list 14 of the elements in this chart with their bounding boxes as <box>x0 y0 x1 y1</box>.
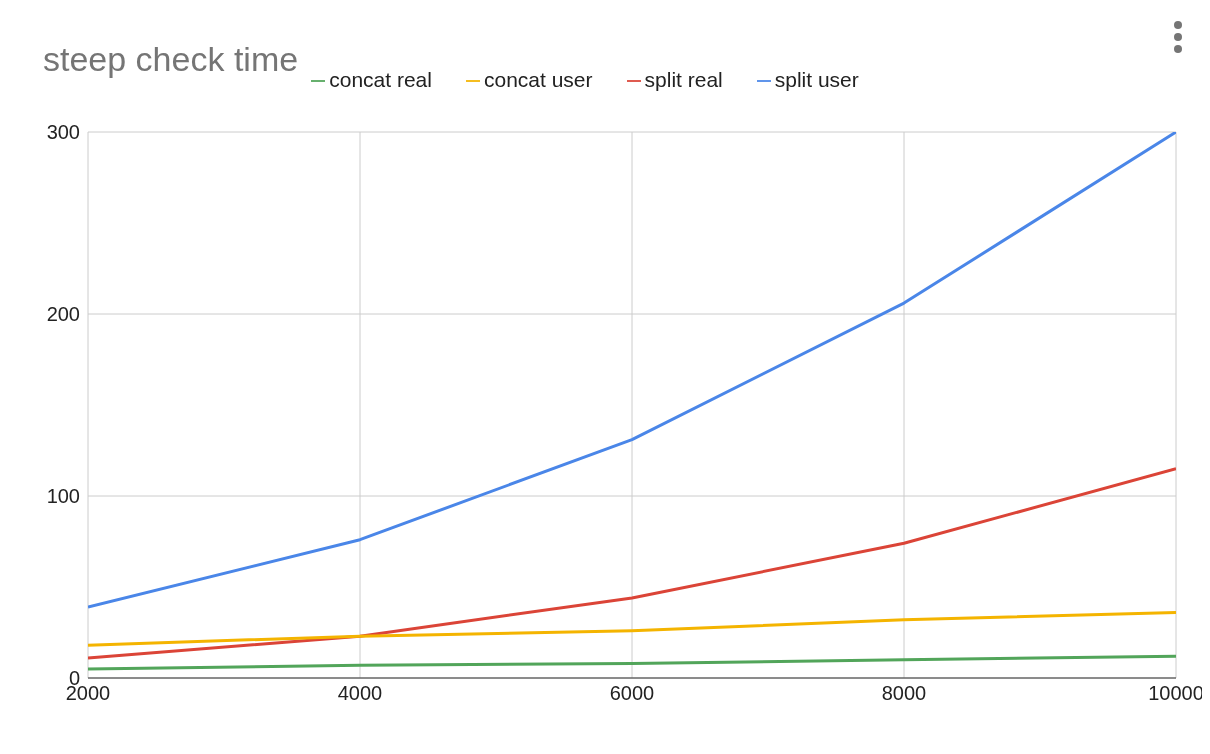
chart-title: steep check time <box>43 40 299 79</box>
legend-label: split real <box>644 68 723 91</box>
line-series <box>88 610 1176 647</box>
legend-label: concat user <box>483 68 593 91</box>
line-series <box>88 654 1176 671</box>
x-tick-label: 8000 <box>881 682 927 705</box>
legend-label: concat real <box>329 68 432 91</box>
y-tick-label: 100 <box>46 485 80 508</box>
line-series <box>88 467 1176 660</box>
x-tick-label: 6000 <box>609 682 655 705</box>
legend-label: split user <box>774 68 859 91</box>
y-tick-label: 200 <box>46 303 80 326</box>
y-tick-label: 300 <box>46 121 80 144</box>
x-tick-label: 4000 <box>337 682 383 705</box>
